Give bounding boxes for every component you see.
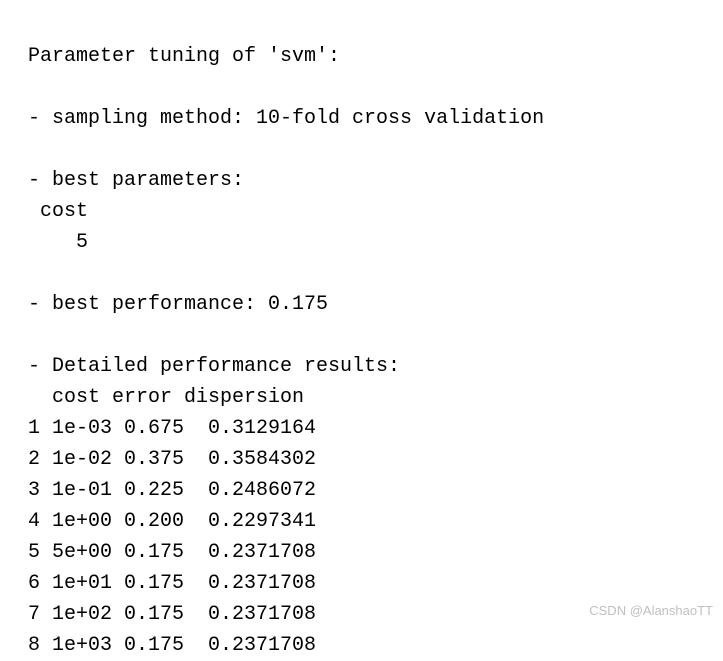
table-row: 6 1e+01 0.175 0.2371708	[28, 572, 316, 595]
table-row: 1 1e-03 0.675 0.3129164	[28, 417, 316, 440]
table-header: cost error dispersion	[28, 386, 304, 409]
best-params-value: 5	[28, 231, 88, 254]
best-performance-line: - best performance: 0.175	[28, 293, 328, 316]
watermark: CSDN @AlanshaoTT	[589, 601, 713, 621]
sampling-method-line: - sampling method: 10-fold cross validat…	[28, 107, 544, 130]
title-line: Parameter tuning of 'svm':	[28, 45, 340, 68]
table-row: 5 5e+00 0.175 0.2371708	[28, 541, 316, 564]
detail-header: - Detailed performance results:	[28, 355, 400, 378]
table-row: 3 1e-01 0.225 0.2486072	[28, 479, 316, 502]
best-params-header: - best parameters:	[28, 169, 244, 192]
console-output: Parameter tuning of 'svm': - sampling me…	[0, 0, 723, 661]
table-row: 8 1e+03 0.175 0.2371708	[28, 634, 316, 657]
table-row: 2 1e-02 0.375 0.3584302	[28, 448, 316, 471]
table-row: 4 1e+00 0.200 0.2297341	[28, 510, 316, 533]
best-params-name: cost	[28, 200, 88, 223]
table-row: 7 1e+02 0.175 0.2371708	[28, 603, 316, 626]
